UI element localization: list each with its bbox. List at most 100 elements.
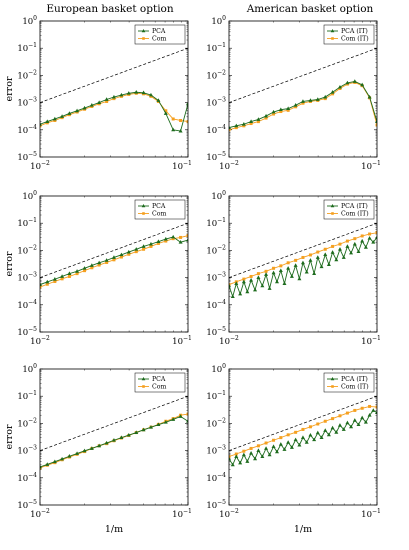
chart-3-series-pca-point (297, 276, 302, 281)
chart-4-series-pca-point (89, 446, 94, 450)
chart-1-ytick-label: 10−3 (206, 97, 226, 109)
chart-3-series-pca-point (363, 245, 368, 249)
chart-1-series-pca-point (241, 122, 246, 126)
chart-4-series-pca-point (126, 432, 131, 437)
chart-3-series-com-point (264, 269, 268, 273)
chart-4-series-pca-point (111, 438, 116, 442)
chart-5-series-pca-point (286, 440, 291, 444)
chart-2-legend-pca-label: PCA (152, 203, 166, 210)
chart-3-ytick-label: 10−1 (206, 217, 226, 229)
chart-3-series-pca-point (271, 270, 276, 275)
chart-2-series-pca-point (75, 269, 80, 273)
chart-5-legend-box (323, 372, 375, 393)
chart-5-legend-pca-marker (330, 377, 335, 381)
chart-2-series-pca-point (186, 237, 188, 242)
chart-1-series-pca-point (278, 107, 283, 112)
chart-2-series-pca-point (60, 274, 65, 278)
chart-5-series-pca-point (229, 456, 231, 461)
chart-5-ytick-label: 10−3 (206, 445, 226, 457)
chart-3-series-com-point (368, 232, 372, 236)
chart-0-series-com-point (53, 118, 57, 122)
chart-5-series-pca-point (363, 420, 368, 424)
chart-3-series-com-point (242, 277, 246, 281)
chart-3-series-pca-point (293, 263, 298, 267)
chart-1-series-com-point (294, 105, 298, 109)
chart-0-series-pca-point (60, 114, 65, 118)
chart-3-series-com-point (294, 258, 298, 262)
chart-0-series-pca-point (119, 92, 124, 97)
chart-2-series-com-point (60, 277, 64, 281)
chart-2-reference-line (40, 222, 188, 278)
chart-1-reference-line (229, 47, 377, 103)
chart-2-series-com-point (149, 244, 153, 248)
chart-2-ytick-label: 10−4 (17, 299, 37, 311)
chart-1-series-pca-point (367, 94, 372, 99)
chart-5-series-pca-point (334, 430, 339, 434)
chart-0-series-com-point (112, 97, 116, 101)
chart-3-series-com-point (375, 231, 377, 235)
chart-1-xtick-label: 10−1 (361, 160, 381, 172)
chart-1-ytick-label: 10−2 (206, 69, 226, 81)
chart-4-series-pca-point (119, 435, 124, 440)
chart-3-legend-pca-marker (330, 204, 335, 208)
chart-2-series-com-point (142, 247, 146, 251)
chart-5-series-pca-point (278, 442, 283, 446)
chart-4-series-pca-point (186, 419, 188, 423)
chart-5-series-com-point (279, 436, 283, 440)
chart-3-frame (228, 195, 378, 333)
chart-0-series-pca-point (75, 108, 80, 113)
chart-2-xtick-label: 10−2 (30, 335, 50, 347)
chart-3-series-pca-point (230, 294, 235, 299)
chart-3-series-com-point (323, 247, 327, 251)
chart-2-series-pca-point (82, 266, 87, 270)
chart-4-ylabel: error (4, 424, 15, 449)
chart-3-reference-line (229, 222, 377, 278)
chart-3-legend: PCA (IT)Com (IT) (323, 199, 375, 220)
chart-5-series-com-point (360, 406, 364, 410)
chart-5-series-com-point (286, 433, 290, 437)
chart-2-ytick-label: 10−3 (17, 272, 37, 284)
chart-1-series-com-point (256, 120, 260, 124)
chart-1-plot-area (229, 47, 377, 132)
chart-5-ytick-label: 10−2 (206, 417, 226, 429)
chart-0-ytick-label: 10−3 (17, 97, 37, 109)
chart-2-ylabel: error (4, 251, 15, 276)
chart-3-series-com-point (308, 253, 312, 257)
chart-2-series-pca-point (97, 260, 102, 265)
chart-0-ytick-label: 10−2 (17, 69, 37, 81)
chart-5-plot-area (229, 395, 377, 467)
chart-5-series-pca-point (375, 410, 377, 414)
chart-3-series-com-point (301, 255, 305, 259)
chart-3-legend-com-label: Com (IT) (341, 211, 369, 218)
chart-3-series-com-point (286, 261, 290, 265)
chart-5-series-pca-point (360, 415, 365, 420)
chart-0-series-pca-point (111, 94, 116, 99)
chart-5-series-com-point (368, 404, 372, 408)
chart-3-series-pca-point (326, 262, 331, 267)
chart-3-series-pca-point (267, 286, 272, 290)
chart-1-series-pca-point (256, 117, 261, 121)
chart-5-legend: PCA (IT)Com (IT) (323, 372, 375, 393)
chart-4-series-pca-point (141, 427, 146, 432)
chart-5-series-pca-point (234, 454, 239, 459)
chart-5-series-pca-point (367, 413, 372, 417)
chart-4-ytick-label: 100 (22, 363, 37, 375)
chart-3-plot-area (229, 222, 377, 299)
chart-5-series-com-point (272, 438, 276, 442)
chart-5-series-pca-point (271, 444, 276, 449)
chart-0-series-com-point (186, 120, 188, 124)
chart-2-series-com-point (40, 285, 42, 289)
chart-0-series-pca-point (45, 119, 50, 124)
chart-3-series-pca-point (238, 291, 243, 296)
chart-5-series-com-point (338, 414, 342, 418)
chart-3-series-pca-point (304, 269, 309, 274)
chart-1-series-com-point (272, 112, 276, 116)
chart-4-series-pca-point (40, 464, 42, 469)
chart-3-series-pca-point (349, 250, 354, 255)
chart-3-series-pca-point (264, 272, 269, 276)
chart-3-legend-com-marker (331, 212, 334, 215)
chart-4-series-pca-point (75, 451, 80, 455)
